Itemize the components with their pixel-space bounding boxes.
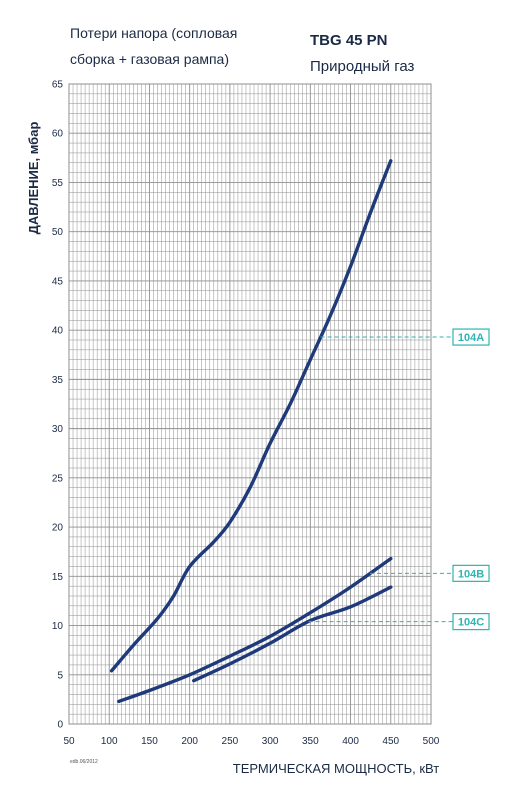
subtitle-line1: Потери напора (сопловая (70, 25, 237, 41)
y-tick-label: 10 (52, 621, 64, 632)
x-tick-label: 300 (262, 736, 279, 747)
tick-labels: 50 100 150 200 250 300 350 400 450 500 0 5 10 15 20 25 3… (52, 80, 440, 748)
x-tick-label: 50 (63, 736, 75, 747)
x-tick-label: 150 (141, 736, 158, 747)
y-tick-label: 50 (52, 227, 64, 238)
y-tick-label: 60 (52, 129, 64, 140)
label-box-104C (452, 612, 490, 631)
x-axis-title: ТЕРМИЧЕСКАЯ МОЩНОСТЬ, кВт (233, 761, 439, 776)
x-tick-label: 200 (181, 736, 198, 747)
y-tick-label: 40 (52, 326, 64, 337)
y-tick-label: 15 (52, 572, 64, 583)
y-tick-label: 25 (52, 473, 64, 484)
series-line-104A (109, 159, 393, 673)
plot-frame (68, 83, 432, 725)
x-tick-label: 250 (222, 736, 239, 747)
series-line-104B (117, 556, 393, 704)
x-tick-label: 400 (342, 736, 359, 747)
y-tick-label: 0 (57, 720, 63, 731)
label-box-104A (452, 328, 490, 346)
grid (68, 83, 432, 725)
y-tick-label: 35 (52, 375, 64, 386)
footer-code: edb.06/2012 (70, 759, 98, 765)
curves (109, 159, 393, 704)
label-box-104B (452, 564, 490, 582)
y-tick-label: 20 (52, 523, 64, 534)
y-tick-label: 55 (52, 178, 64, 189)
y-tick-label: 45 (52, 276, 64, 287)
series-label-104C: 104C (458, 617, 484, 629)
x-tick-label: 450 (382, 736, 399, 747)
y-tick-label: 30 (52, 424, 64, 435)
model-title: TBG 45 PN (310, 32, 388, 49)
x-tick-label: 500 (423, 736, 440, 747)
y-tick-label: 5 (57, 670, 63, 681)
x-tick-label: 350 (302, 736, 319, 747)
y-tick-label: 65 (52, 80, 64, 91)
series-labels: 104A 104B 104C (308, 328, 490, 631)
series-label-104B: 104B (458, 568, 484, 580)
series-line-104C (192, 585, 393, 683)
x-tick-label: 100 (101, 736, 118, 747)
subtitle-line2: сборка + газовая рампа) (70, 51, 229, 67)
series-label-104A: 104A (458, 332, 484, 344)
fuel-title: Природный газ (310, 58, 415, 75)
y-axis-title: ДАВЛЕНИЕ, мбар (26, 122, 41, 235)
